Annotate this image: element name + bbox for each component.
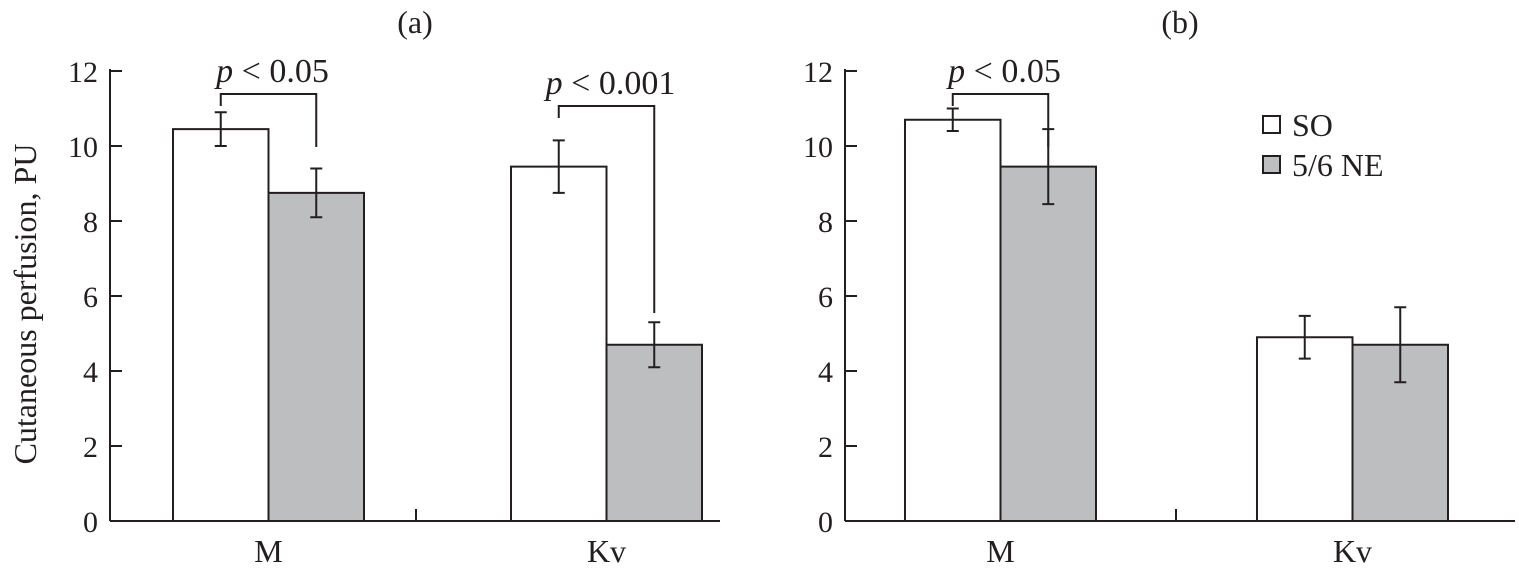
panel-b: (b) 0 2 4 6 8 10 12 Mp < 0.05 Kv SO 5/6 NE — [803, 4, 1515, 569]
x-tick-label: Kv — [587, 533, 626, 569]
y-tick-label: 8 — [818, 206, 833, 239]
p-symbol: p — [214, 53, 233, 90]
p-symbol: p — [544, 65, 563, 102]
y-tick-label: 0 — [83, 506, 98, 539]
y-tick-label: 10 — [68, 131, 98, 164]
bar-ne-m — [267, 191, 365, 522]
significance-bracket — [557, 105, 656, 313]
bar-so-m — [172, 128, 270, 522]
panel-title: (a) — [397, 4, 433, 40]
y-axis-label: Cutaneous perfusion, PU — [7, 144, 43, 465]
significance-bracket — [951, 93, 1050, 147]
bar-so-kv — [510, 165, 608, 522]
legend-swatch-so — [1262, 115, 1281, 134]
bar-so-m — [904, 118, 1002, 522]
y-tick-label: 12 — [803, 56, 833, 89]
p-symbol: p — [946, 53, 965, 90]
x-tick-label: M — [254, 533, 282, 569]
p-value: < 0.05 — [233, 53, 329, 90]
p-value: < 0.001 — [563, 65, 676, 102]
y-tick-label: 6 — [818, 281, 833, 314]
significance-label: p < 0.05 — [214, 53, 329, 90]
legend-swatch-ne — [1262, 155, 1281, 174]
significance-label: p < 0.05 — [946, 53, 1061, 90]
x-tick-label: Kv — [1333, 533, 1372, 569]
y-tick-label: 10 — [803, 131, 833, 164]
panel-title: (b) — [1161, 4, 1198, 40]
significance-label: p < 0.001 — [544, 65, 676, 102]
bar-ne-m — [999, 165, 1097, 522]
legend-label: SO — [1292, 107, 1333, 143]
p-value: < 0.05 — [965, 53, 1061, 90]
legend-label: 5/6 NE — [1292, 147, 1384, 183]
y-tick-label: 4 — [818, 356, 833, 389]
y-tick-label: 2 — [818, 431, 833, 464]
y-tick-label: 12 — [68, 56, 98, 89]
bar-so-kv — [1256, 336, 1354, 522]
y-tick-label: 2 — [83, 431, 98, 464]
y-tick-label: 4 — [83, 356, 98, 389]
x-tick-label: M — [986, 533, 1014, 569]
panel-a: (a) 0 2 4 6 8 10 12 Cutaneous perfusion, PU Mp < … — [7, 4, 720, 569]
y-tick-label: 8 — [83, 206, 98, 239]
significance-bracket — [219, 93, 318, 147]
y-tick-label: 6 — [83, 281, 98, 314]
bar-ne-kv — [605, 343, 703, 522]
y-tick-label: 0 — [818, 506, 833, 539]
